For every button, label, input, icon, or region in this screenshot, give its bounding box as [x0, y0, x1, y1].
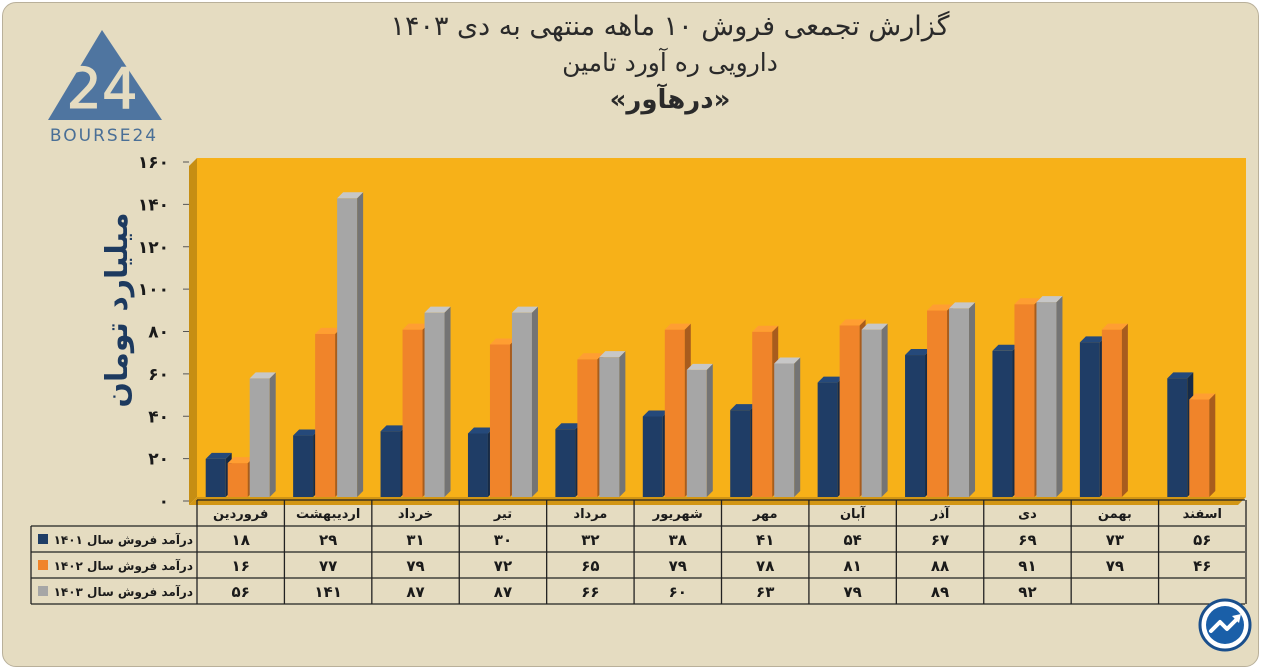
title-line-1: گزارش تجمعی فروش ۱۰ ماهه منتهی به دی ۱۴۰…: [390, 11, 950, 42]
trend-arrow-icon: [1209, 616, 1240, 633]
title-line-2: دارویی ره آورد تامین: [562, 48, 778, 77]
chart-title: گزارش تجمعی فروش ۱۰ ماهه منتهی به دی ۱۴۰…: [300, 8, 1040, 120]
title-line-3: «درهآور»: [609, 85, 731, 115]
trend-badge[interactable]: [1198, 598, 1252, 652]
logo-text: BOURSE24: [50, 126, 158, 146]
y-axis-label: میلیارد تومان: [100, 212, 135, 408]
bourse24-logo: 24 BOURSE24: [48, 30, 162, 146]
logo-triangle-icon: [48, 30, 162, 120]
logo-mark: 24: [66, 57, 137, 122]
trend-arrow-head-icon: [1232, 614, 1241, 623]
